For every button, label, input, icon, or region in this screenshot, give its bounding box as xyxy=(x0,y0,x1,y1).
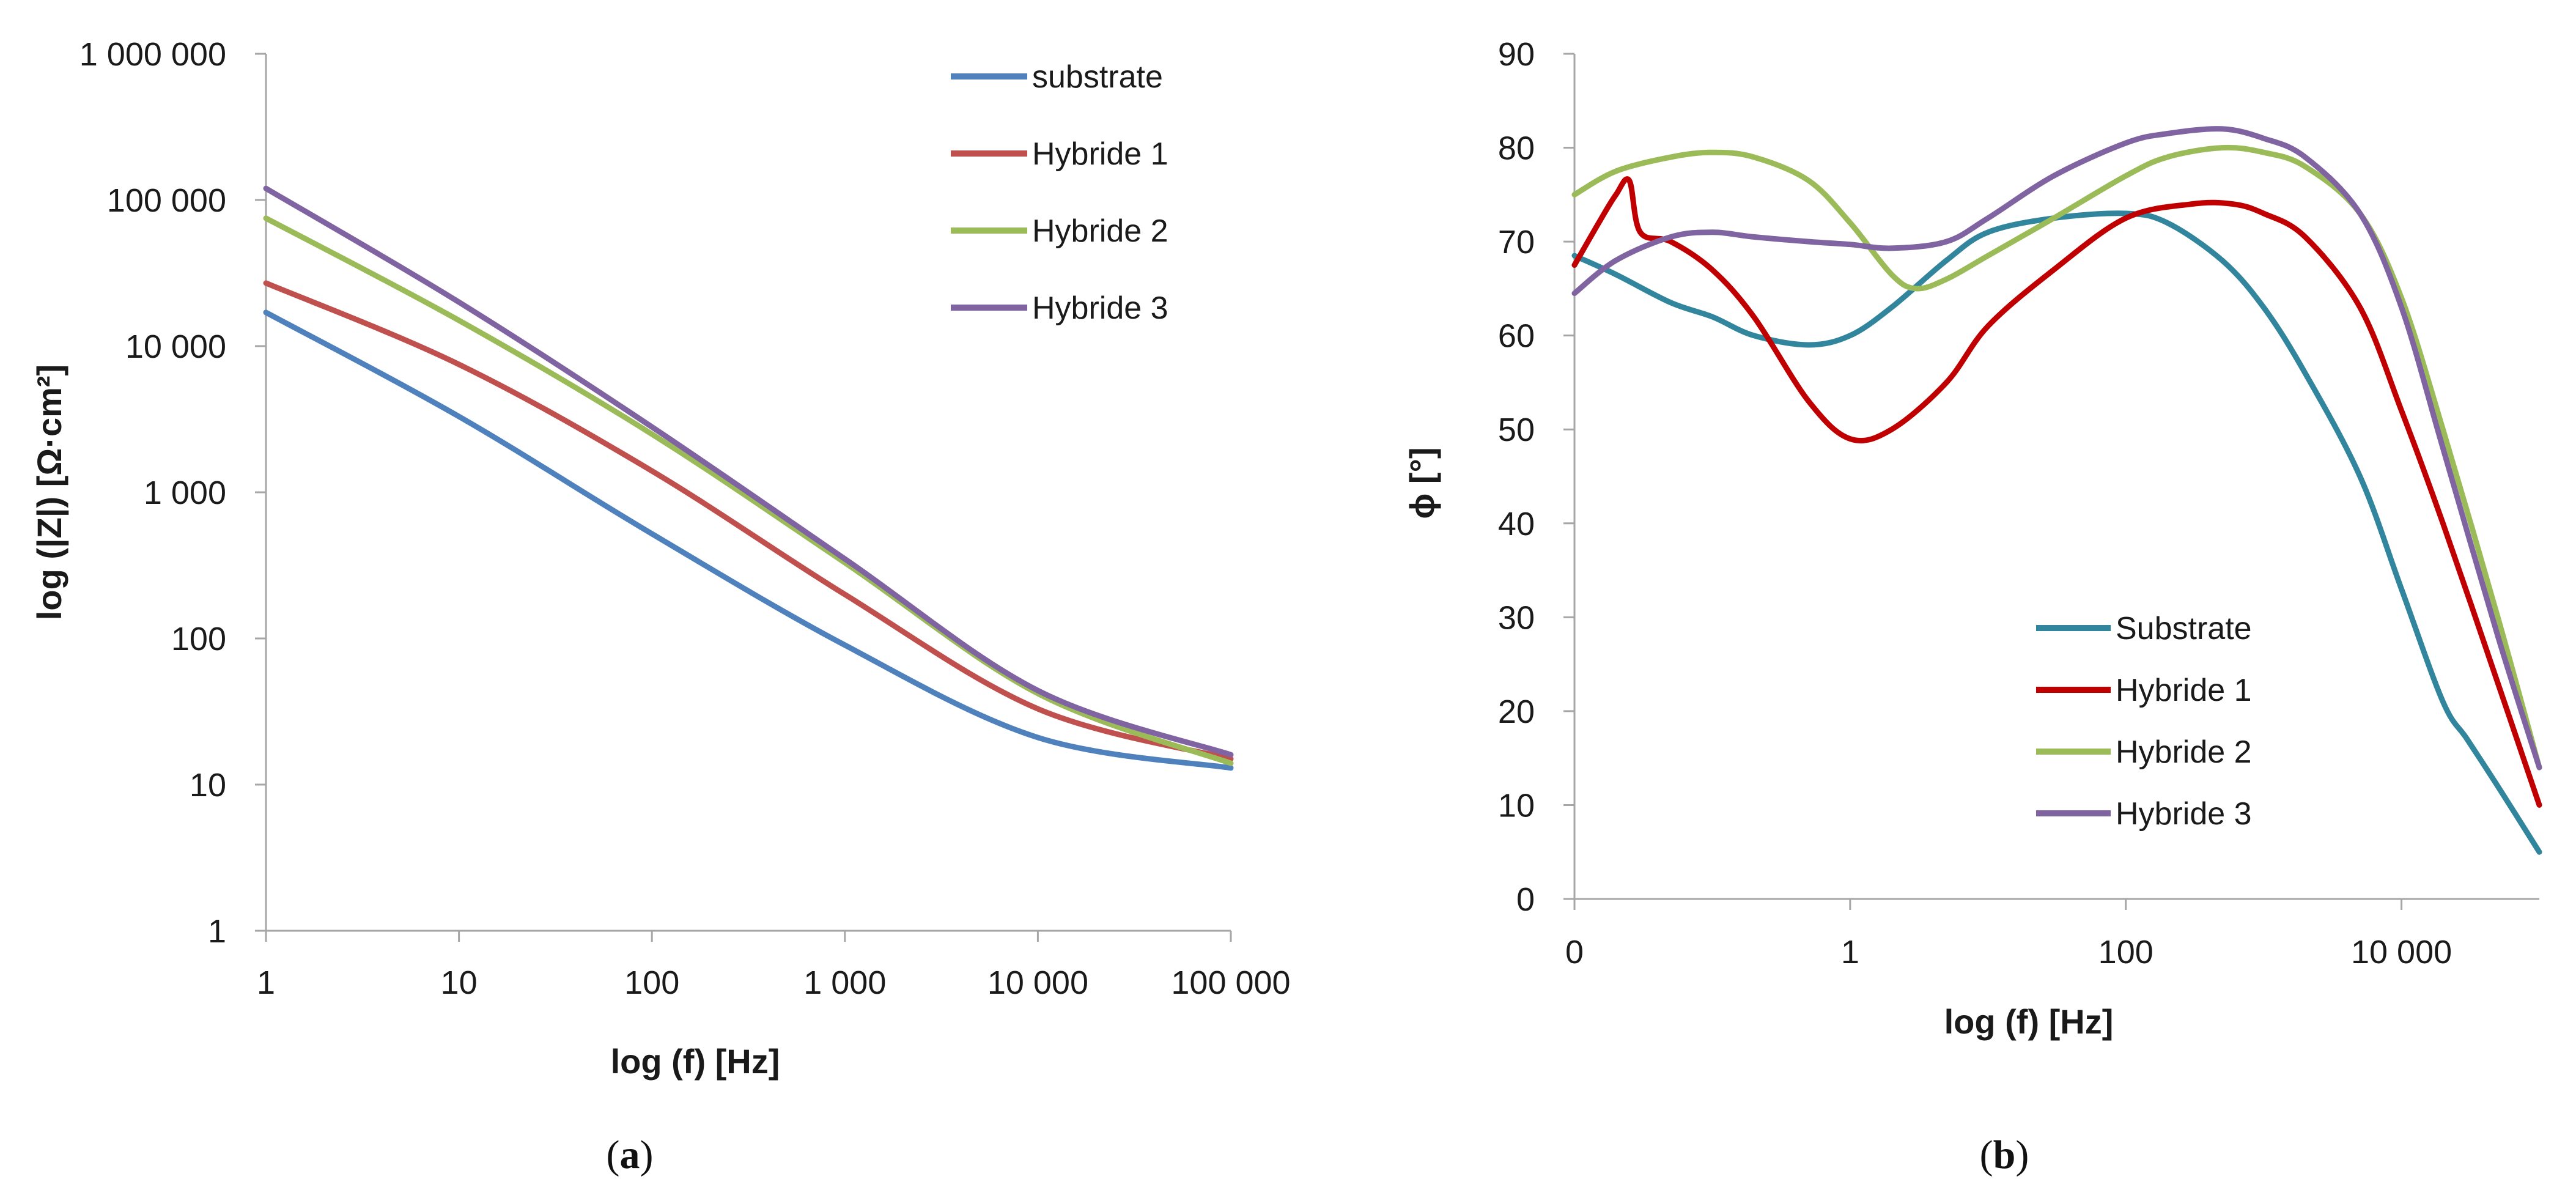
x-axis-title: log (f) [Hz] xyxy=(611,1042,780,1081)
y-tick-label: 70 xyxy=(1498,224,1535,261)
series-line-substrate xyxy=(1571,210,2542,855)
x-tick-label: 100 xyxy=(624,964,679,1001)
y-tick-label: 1 000 xyxy=(144,475,226,511)
panel-label-a: (a) xyxy=(607,1133,654,1177)
legend-label-substrate: substrate xyxy=(1032,59,1163,95)
y-tick-label: 100 xyxy=(171,621,226,657)
panel-label-b: (b) xyxy=(1980,1133,2029,1177)
legend-label-hybride-2: Hybride 2 xyxy=(2116,734,2252,770)
x-tick-label: 100 000 xyxy=(1171,964,1290,1001)
legend-label-hybride-3: Hybride 3 xyxy=(2116,796,2252,832)
y-tick-label: 100 000 xyxy=(107,182,226,219)
series-line-hybride-3 xyxy=(263,185,1234,758)
x-tick-label: 1 xyxy=(1841,934,1859,971)
y-axis-title: ϕ [°] xyxy=(1403,447,1441,519)
series-line-hybride-2 xyxy=(1571,144,2542,771)
y-axis-title: log (|Z|) [Ω·cm²] xyxy=(30,364,69,620)
x-tick-label: 10 xyxy=(441,964,478,1001)
y-tick-label: 1 000 000 xyxy=(79,36,226,73)
chart-a-impedance-modulus: 1 10 100 1 000 10 000 100 000 1 000 000 1 10 100 1… xyxy=(30,36,1291,1081)
y-tick-label: 80 xyxy=(1498,130,1535,167)
y-tick-label: 0 xyxy=(1516,881,1535,918)
legend-label-hybride-1: Hybride 1 xyxy=(1032,136,1168,172)
y-tick-label: 40 xyxy=(1498,506,1535,542)
chart-b-phase-angle: 0 10 20 30 40 50 60 70 80 90 0 1 100 10 000 log (f) [H… xyxy=(1403,36,2542,1041)
legend-label-hybride-2: Hybride 2 xyxy=(1032,213,1168,249)
x-tick-label: 10 000 xyxy=(2351,934,2452,971)
y-tick-label: 90 xyxy=(1498,36,1535,73)
series-line-substrate xyxy=(263,309,1234,771)
series-line-hybride-1 xyxy=(1571,176,2542,808)
y-tick-label: 20 xyxy=(1498,693,1535,730)
series-line-hybride-1 xyxy=(263,280,1234,762)
y-tick-label: 10 000 xyxy=(125,328,226,365)
series-line-hybride-2 xyxy=(263,215,1234,766)
x-axis-title: log (f) [Hz] xyxy=(1944,1002,2114,1041)
x-tick-label: 0 xyxy=(1565,934,1584,971)
x-tick-label: 1 xyxy=(257,964,275,1001)
series-line-hybride-3 xyxy=(1571,126,2542,771)
y-tick-label: 60 xyxy=(1498,318,1535,355)
y-tick-label: 50 xyxy=(1498,412,1535,448)
x-tick-label: 10 000 xyxy=(987,964,1088,1001)
legend-label-hybride-1: Hybride 1 xyxy=(2116,673,2252,708)
legend-label-hybride-3: Hybride 3 xyxy=(1032,290,1168,326)
y-tick-label: 10 xyxy=(1498,787,1535,824)
x-tick-label: 100 xyxy=(2098,934,2153,971)
legend-label-substrate: Substrate xyxy=(2116,611,2252,646)
x-tick-label: 1 000 xyxy=(803,964,886,1001)
y-tick-label: 10 xyxy=(190,767,226,804)
y-tick-label: 1 xyxy=(208,913,226,950)
y-tick-label: 30 xyxy=(1498,599,1535,636)
